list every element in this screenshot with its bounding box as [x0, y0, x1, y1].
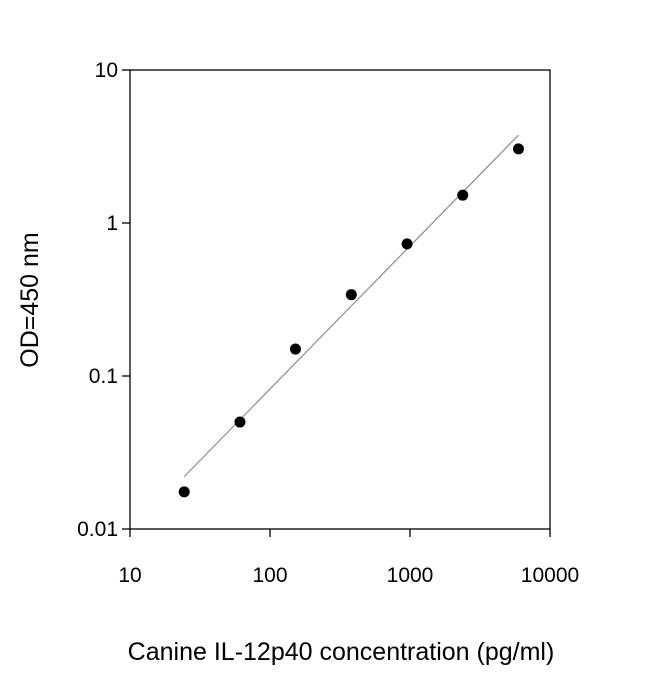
trendline: [183, 134, 519, 478]
plot-frame: [129, 69, 551, 530]
x-tick-label-10000: 10000: [521, 564, 579, 587]
data-point: [345, 289, 357, 301]
trendline-group: [183, 134, 519, 478]
x-tick-label-1000: 1000: [387, 564, 434, 587]
y-tick-label-1: 1: [106, 212, 118, 235]
y-tick-label-0.01: 0.01: [77, 518, 118, 541]
y-tick-label-10: 10: [95, 59, 118, 82]
data-point: [234, 416, 246, 428]
y-axis-label: OD=450 nm: [16, 232, 44, 368]
x-axis-label: Canine IL-12p40 concentration (pg/ml): [128, 638, 555, 666]
data-point: [178, 486, 190, 498]
y-tick-label-0.1: 0.1: [89, 365, 118, 388]
data-points: [178, 143, 524, 498]
tick-marks: [122, 69, 551, 537]
data-point: [401, 238, 413, 250]
x-tick-label-100: 100: [252, 564, 287, 587]
data-point: [457, 189, 469, 201]
x-tick-label-10: 10: [118, 564, 141, 587]
data-point: [289, 343, 301, 355]
data-point: [512, 143, 524, 155]
